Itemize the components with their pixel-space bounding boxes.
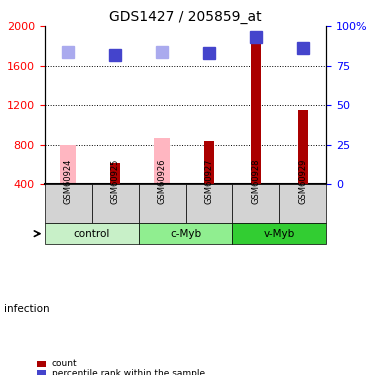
FancyBboxPatch shape (45, 184, 92, 223)
Text: count: count (52, 359, 78, 368)
FancyBboxPatch shape (45, 223, 138, 244)
Bar (154, 138, 170, 184)
Text: GSM60929: GSM60929 (299, 159, 308, 204)
Bar (252, 43, 260, 184)
Bar (204, 141, 214, 184)
Text: GSM60927: GSM60927 (204, 159, 213, 204)
Text: GSM60924: GSM60924 (63, 159, 72, 204)
Bar (298, 110, 308, 184)
FancyBboxPatch shape (92, 184, 138, 223)
Text: GSM60928: GSM60928 (252, 159, 260, 204)
FancyBboxPatch shape (138, 223, 233, 244)
FancyBboxPatch shape (279, 184, 326, 223)
Title: GDS1427 / 205859_at: GDS1427 / 205859_at (109, 10, 262, 24)
FancyBboxPatch shape (233, 184, 279, 223)
FancyBboxPatch shape (138, 184, 186, 223)
Text: GSM60925: GSM60925 (111, 159, 119, 204)
Text: c-Myb: c-Myb (170, 229, 201, 238)
Text: percentile rank within the sample: percentile rank within the sample (52, 369, 205, 375)
Bar (60, 145, 76, 184)
Bar (111, 163, 119, 184)
FancyBboxPatch shape (186, 184, 233, 223)
Text: control: control (73, 229, 110, 238)
FancyBboxPatch shape (233, 223, 326, 244)
Text: v-Myb: v-Myb (264, 229, 295, 238)
Text: GSM60926: GSM60926 (158, 159, 167, 204)
Text: infection: infection (4, 304, 49, 314)
